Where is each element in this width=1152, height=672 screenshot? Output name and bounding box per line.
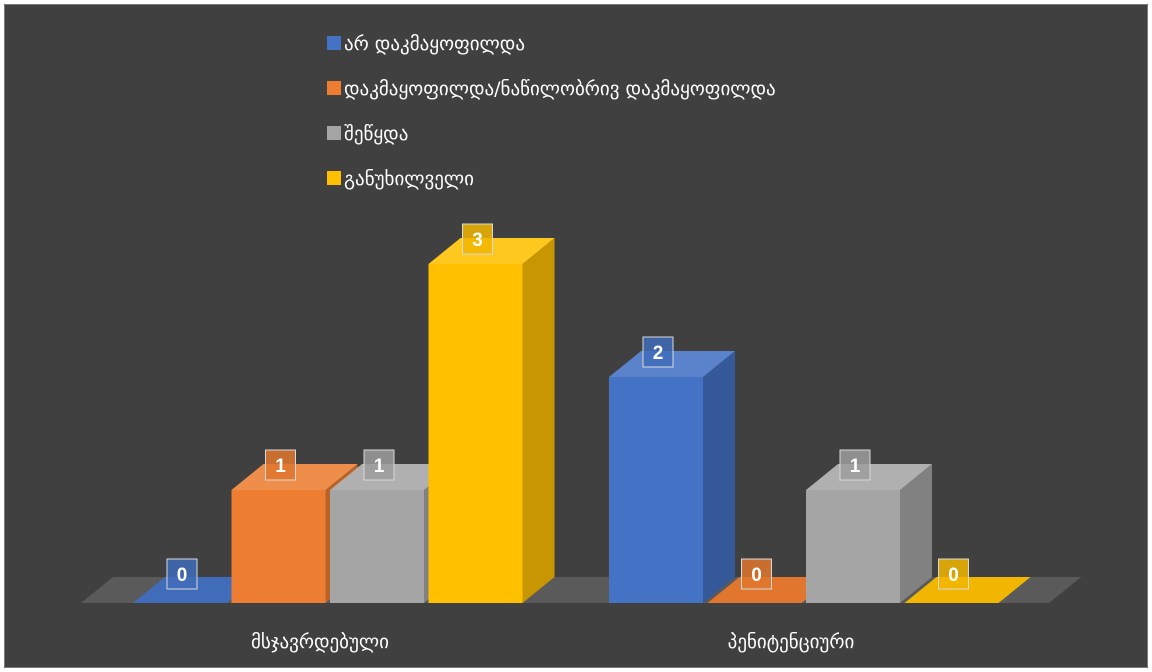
legend-item-3: შეწყდა — [327, 123, 408, 145]
data-label-box — [265, 449, 296, 481]
bar-zero-slab — [133, 577, 259, 603]
data-label-text: 1 — [850, 456, 861, 477]
category-label-1: მსჯავრდებული — [251, 631, 389, 653]
bar-2-2 — [707, 577, 834, 603]
data-label-text: 3 — [472, 230, 483, 251]
data-label-1-2: 1 — [265, 449, 296, 481]
data-label-box — [741, 558, 772, 590]
data-label-text: 0 — [948, 565, 959, 586]
legend-swatch — [327, 171, 341, 185]
bar-side — [900, 464, 932, 603]
data-label-2-3: 1 — [839, 449, 871, 481]
bar-zero-slab — [904, 577, 1031, 603]
data-label-text: 1 — [275, 456, 286, 477]
data-label-box — [166, 558, 198, 590]
bar-2-4 — [904, 577, 1031, 603]
legend-item-2: დაკმაყოფილდა/ნაწილობრივ დაკმაყოფილდა — [327, 78, 776, 100]
data-label-2-2: 0 — [741, 558, 772, 590]
data-label-text: 0 — [751, 565, 762, 586]
data-label-text: 1 — [374, 456, 385, 477]
data-label-1-3: 1 — [363, 449, 395, 481]
data-label-2-4: 0 — [938, 558, 969, 590]
data-label-box — [462, 223, 493, 255]
legend-swatch — [327, 126, 341, 140]
data-label-1-4: 3 — [462, 223, 493, 255]
chart-area: 0 1 1 3 2 0 1 0 არ დაკმაყოფილდა დაკმაყოფილდა/ნაწ… — [4, 4, 1148, 668]
data-label-box — [839, 449, 871, 481]
legend-label: განუხილველი — [344, 168, 474, 190]
legend-swatch — [327, 36, 341, 50]
data-label-1-1: 0 — [166, 558, 198, 590]
data-label-2-1: 2 — [642, 336, 674, 368]
legend-item-1: არ დაკმაყოფილდა — [327, 33, 525, 55]
legend-label: დაკმაყოფილდა/ნაწილობრივ დაკმაყოფილდა — [344, 78, 776, 100]
bar-2-1 — [609, 351, 735, 603]
legend-label: არ დაკმაყოფილდა — [344, 33, 525, 55]
bar-front — [231, 490, 326, 603]
bar-2-3 — [806, 464, 932, 603]
bar-side — [703, 351, 735, 603]
data-label-box — [642, 336, 674, 368]
bar-zero-slab — [707, 577, 834, 603]
category-label-2: პენიტენციური — [728, 631, 855, 653]
bar-front — [428, 264, 523, 603]
data-label-text: 0 — [177, 565, 188, 586]
bar-front — [330, 490, 424, 603]
legend-swatch — [327, 81, 341, 95]
legend-label: შეწყდა — [344, 123, 408, 145]
data-label-box — [363, 449, 395, 481]
bar-1-1 — [133, 577, 259, 603]
bar-side — [522, 238, 555, 603]
bar-front — [806, 490, 900, 603]
bar-1-4 — [428, 238, 555, 603]
data-label-text: 2 — [653, 343, 664, 364]
data-label-box — [938, 558, 969, 590]
chart-svg: 0 1 1 3 2 0 1 0 არ დაკმაყოფილდა დაკმაყოფილდა/ნაწ… — [81, 33, 1081, 653]
legend-item-4: განუხილველი — [327, 168, 474, 190]
bar-front — [609, 377, 703, 603]
